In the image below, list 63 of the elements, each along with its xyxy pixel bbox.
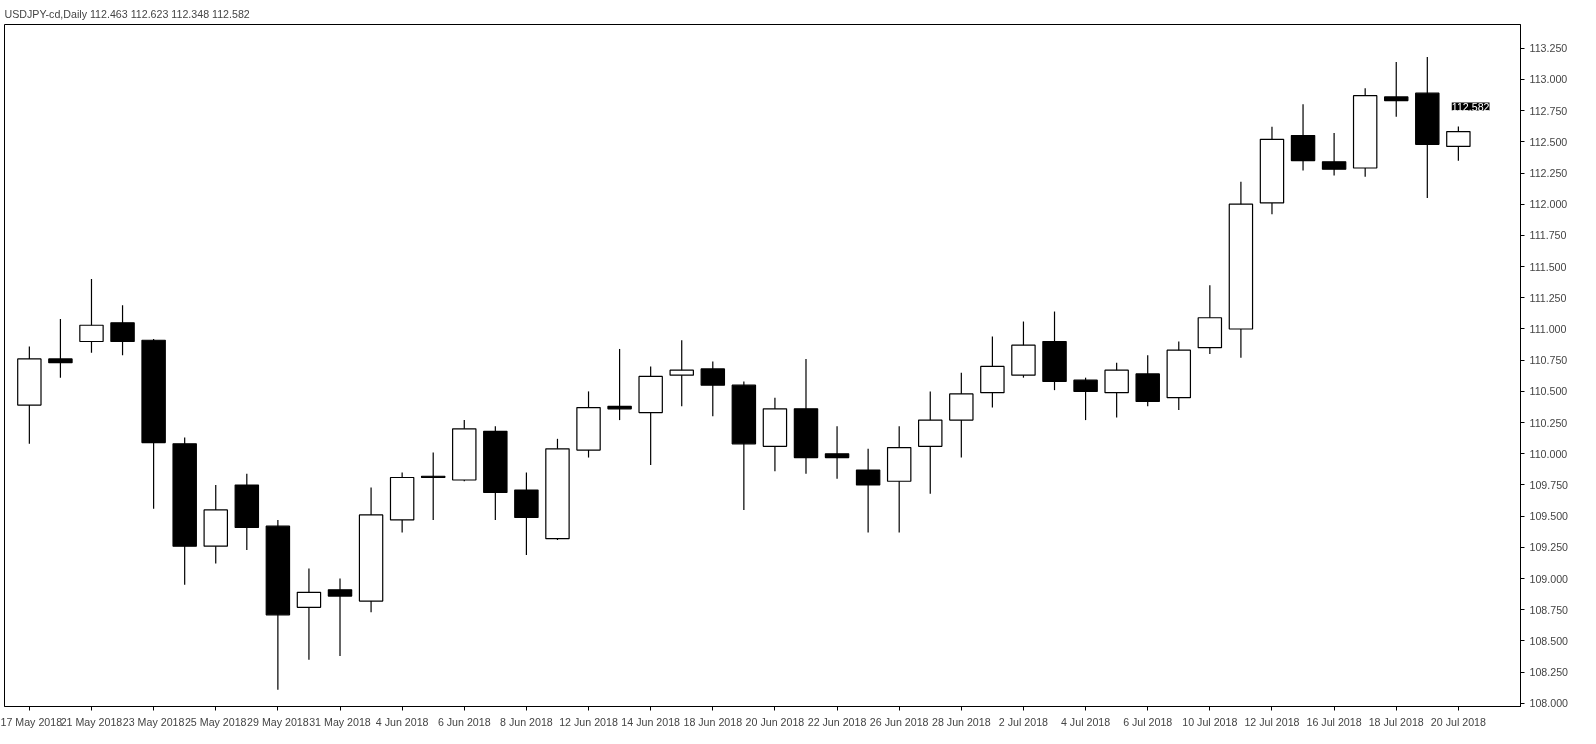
y-tick-label: 110.250	[1529, 416, 1568, 429]
x-tick-label: 10 Jul 2018	[1182, 715, 1238, 728]
candlestick	[1073, 377, 1098, 421]
x-tick-label: 18 Jun 2018	[683, 715, 743, 728]
candlestick	[1321, 132, 1347, 177]
y-tick-label: 109.500	[1529, 510, 1569, 523]
candlestick	[824, 425, 850, 480]
y-tick-label: 112.000	[1529, 198, 1568, 211]
y-tick-label: 111.250	[1529, 291, 1567, 304]
x-tick-label: 31 May 2018	[309, 715, 371, 728]
x-tick-label: 6 Jun 2018	[437, 715, 491, 728]
x-tick-label: 2 Jul 2018	[998, 715, 1049, 728]
y-tick-label: 108.000	[1529, 697, 1569, 710]
x-tick-label: 17 May 2018	[0, 715, 63, 728]
x-tick-label: 18 Jul 2018	[1368, 715, 1424, 728]
y-tick-label: 111.000	[1529, 323, 1567, 335]
annotation: 112.582	[1451, 100, 1490, 113]
x-tick-label: 26 Jun 2018	[869, 715, 929, 728]
candlestick	[79, 278, 104, 354]
y-tick-label: 108.500	[1529, 634, 1569, 647]
x-tick-label: 20 Jun 2018	[745, 715, 805, 728]
y-tick-label: 110.000	[1529, 447, 1568, 460]
x-tick-label: 28 Jun 2018	[931, 715, 991, 728]
x-tick-label: 12 Jun 2018	[559, 715, 618, 728]
candlestick	[1446, 125, 1471, 162]
y-tick-label: 111.750	[1529, 229, 1567, 242]
x-tick-label: 8 Jun 2018	[500, 715, 553, 728]
x-tick-label: 21 May 2018	[60, 715, 123, 728]
x-tick-label: 4 Jun 2018	[375, 715, 429, 728]
y-tick-label: 108.750	[1529, 603, 1569, 616]
x-tick-label: 6 Jul 2018	[1123, 715, 1173, 728]
y-tick-label: 112.750	[1529, 104, 1568, 117]
y-tick-label: 112.250	[1529, 167, 1568, 180]
x-tick-label: 25 May 2018	[184, 715, 247, 728]
y-tick-label: 112.500	[1529, 135, 1568, 148]
x-tick-label: 22 Jun 2018	[807, 715, 867, 728]
candlestick	[327, 577, 353, 657]
x-tick-label: 20 Jul 2018	[1430, 715, 1486, 728]
candlestick	[48, 318, 73, 379]
x-tick-label: 29 May 2018	[247, 715, 309, 728]
candlestick	[607, 348, 632, 421]
y-tick-label: 108.250	[1529, 666, 1569, 679]
candlestick	[296, 568, 322, 661]
y-tick-label: 111.500	[1529, 260, 1567, 273]
y-tick-label: 109.250	[1529, 541, 1569, 554]
candlestick	[855, 448, 881, 534]
x-tick-label: 14 Jun 2018	[621, 715, 681, 728]
candlestick	[1383, 61, 1409, 118]
candlestick	[1104, 362, 1129, 419]
y-tick-label: 110.750	[1529, 354, 1568, 367]
candlestick	[669, 339, 694, 407]
y-tick-label: 113.000	[1529, 73, 1568, 86]
y-tick-label: 109.000	[1529, 572, 1569, 585]
x-tick-label: 12 Jul 2018	[1244, 715, 1300, 728]
x-tick-label: 16 Jul 2018	[1306, 715, 1362, 728]
candlestick	[110, 304, 135, 356]
x-tick-label: 4 Jul 2018	[1060, 715, 1111, 728]
chart-title: USDJPY-cd,Daily 112.463 112.623 112.348 112.582	[4, 7, 250, 20]
y-tick-label: 110.500	[1529, 385, 1568, 398]
candlestick	[700, 360, 726, 417]
x-tick-label: 23 May 2018	[122, 715, 185, 728]
y-tick-label: 109.750	[1529, 478, 1569, 491]
y-tick-label: 113.250	[1529, 42, 1568, 55]
